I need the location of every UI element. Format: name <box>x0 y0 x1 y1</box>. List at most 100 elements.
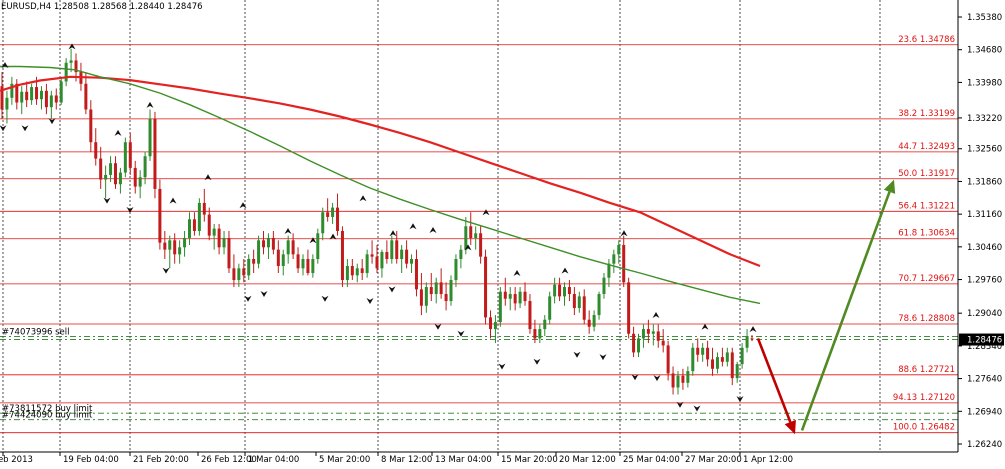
candle-body-118 <box>582 296 586 320</box>
candle-body-30 <box>148 118 152 157</box>
candle-body-138 <box>681 375 685 383</box>
candle-body-124 <box>612 254 616 264</box>
candle-body-9 <box>44 90 48 108</box>
fib-label-4: 56.4 1.31221 <box>898 201 955 211</box>
candle-body-35 <box>173 240 177 255</box>
candle-body-11 <box>54 95 58 103</box>
candle-body-152 <box>750 338 754 340</box>
projection-arrow-head-0 <box>784 419 796 435</box>
candle-body-48 <box>237 268 241 281</box>
candle-body-33 <box>163 242 167 250</box>
candle-body-113 <box>558 284 562 297</box>
candle-body-51 <box>252 258 256 264</box>
price-tick-label-4: 1.32560 <box>967 145 1002 155</box>
candle-body-98 <box>484 256 488 318</box>
candle-body-22 <box>109 163 113 175</box>
candle-body-108 <box>533 329 537 339</box>
time-tick-label-2: 21 Feb 20:00 <box>133 455 189 465</box>
candle-body-122 <box>602 277 606 295</box>
fractal-up-1 <box>68 43 76 50</box>
fractal-up-2 <box>114 129 122 136</box>
candle-body-59 <box>291 240 295 255</box>
candle-body-36 <box>178 247 182 255</box>
candle-body-47 <box>232 268 236 281</box>
candle-body-135 <box>666 345 670 374</box>
candle-body-139 <box>686 371 690 383</box>
candle-body-80 <box>395 240 399 259</box>
candle-body-90 <box>444 294 448 302</box>
chart-title: EURUSD,H4 1.28508 1.28568 1.28440 1.2847… <box>1 2 203 12</box>
candle-body-44 <box>217 228 221 248</box>
time-tick-label-9: 20 Mar 12:00 <box>559 455 616 465</box>
time-tick-label-10: 25 Mar 04:00 <box>623 455 680 465</box>
candle-body-104 <box>513 294 517 304</box>
fractal-down-6 <box>244 295 252 302</box>
candle-body-1 <box>5 97 9 110</box>
order-label-0: #74073996 sell <box>2 328 69 338</box>
price-tick-label-9: 1.29040 <box>967 309 1002 319</box>
candle-body-67 <box>331 207 335 217</box>
candle-body-50 <box>247 258 251 276</box>
candle-body-82 <box>405 249 409 264</box>
candle-body-73 <box>360 268 364 274</box>
candle-body-10 <box>49 95 53 108</box>
moving-average-1 <box>0 65 761 305</box>
projection-arrows <box>756 179 896 435</box>
fractal-down-17 <box>631 374 639 381</box>
candle-body-63 <box>311 258 315 274</box>
candle-body-54 <box>266 237 270 248</box>
price-tick-label-8: 1.29760 <box>967 276 1002 286</box>
candle-body-107 <box>528 301 532 330</box>
current-price-label: 1.28476 <box>967 336 1002 346</box>
fractal-up-10 <box>359 195 367 202</box>
fractal-up-5 <box>204 174 212 181</box>
candle-body-101 <box>498 291 502 323</box>
fractal-up-14 <box>464 244 472 251</box>
fractal-down-21 <box>736 396 744 403</box>
projection-arrow-shaft-0 <box>756 337 792 423</box>
candle-body-27 <box>133 167 137 187</box>
candle-body-24 <box>118 172 122 185</box>
fractal-up-17 <box>561 267 569 274</box>
candle-body-121 <box>597 294 601 316</box>
candle-body-60 <box>296 254 300 269</box>
fractal-down-7 <box>260 291 268 298</box>
price-tick-label-7: 1.30460 <box>967 243 1002 253</box>
candle-body-56 <box>276 249 280 267</box>
fractal-down-10 <box>388 286 396 293</box>
candle-body-128 <box>632 333 636 353</box>
projection-arrow-head-1 <box>883 179 896 194</box>
candle-body-96 <box>474 233 478 238</box>
candle-body-12 <box>59 81 63 103</box>
candle-body-25 <box>123 142 127 173</box>
time-tick-label-5: 5 Mar 20:00 <box>319 455 370 465</box>
candle-body-6 <box>30 87 34 101</box>
candle-body-40 <box>197 202 201 231</box>
candle-body-34 <box>168 240 172 250</box>
candle-body-43 <box>212 228 216 236</box>
candle-body-77 <box>380 251 384 269</box>
candle-body-79 <box>390 240 394 259</box>
candle-body-125 <box>617 244 621 255</box>
candle-body-71 <box>350 266 354 276</box>
fractal-up-8 <box>309 237 317 244</box>
candle-body-87 <box>429 287 433 295</box>
candle-body-4 <box>20 91 24 103</box>
fractal-markers <box>0 43 757 412</box>
fractal-up-18 <box>620 230 628 237</box>
fractal-up-9 <box>329 233 337 240</box>
candle-body-29 <box>143 156 147 178</box>
moving-averages <box>0 65 761 305</box>
candle-body-55 <box>271 237 275 250</box>
candle-body-123 <box>607 263 611 278</box>
candle-body-119 <box>587 319 591 327</box>
price-tick-label-3: 1.33220 <box>967 114 1002 124</box>
candle-body-85 <box>419 289 423 306</box>
candle-body-86 <box>424 287 428 306</box>
candle-body-74 <box>365 254 369 274</box>
candle-body-140 <box>691 347 695 372</box>
candle-body-15 <box>74 60 78 73</box>
candle-body-38 <box>188 219 191 238</box>
